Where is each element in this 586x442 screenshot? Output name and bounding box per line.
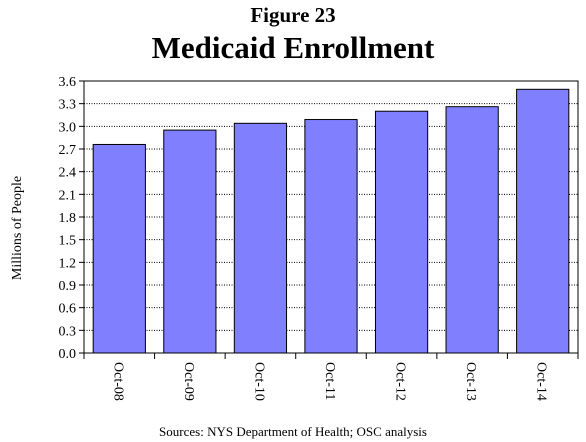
source-note: Sources: NYS Department of Health; OSC a… [159, 424, 427, 439]
y-tick-labels: 0.0 0.3 0.6 0.9 1.2 1.5 1.8 2.1 2.4 2.7 3.0 3.3 3.6 [59, 75, 77, 362]
x-tick-label: Oct-08 [110, 362, 125, 401]
x-tick-label: Oct-14 [534, 362, 549, 401]
y-tick-label: 1.8 [59, 211, 77, 226]
y-tick-label: 2.4 [59, 166, 77, 181]
bars [92, 88, 570, 354]
bar [163, 129, 217, 354]
x-tick-labels: Oct-08 Oct-09 Oct-10 Oct-11 Oct-12 Oct-13 Oct-… [110, 362, 548, 401]
y-tick-label: 3.6 [59, 75, 77, 90]
bar [304, 119, 358, 354]
y-tick-label: 0.0 [59, 347, 77, 362]
axes [79, 80, 579, 359]
y-tick-label: 1.5 [59, 234, 77, 249]
y-tick-label: 0.6 [59, 302, 77, 317]
y-tick-label: 0.3 [59, 324, 77, 339]
x-tick-label: Oct-12 [393, 362, 408, 401]
bar [233, 122, 288, 354]
y-tick-label: 3.3 [59, 98, 77, 113]
y-tick-label: 1.2 [59, 256, 77, 271]
plot-frame [83, 80, 579, 354]
y-tick-label: 3.0 [59, 120, 77, 135]
y-tick-label: 0.9 [59, 279, 77, 294]
y-tick-label: 2.1 [59, 188, 77, 203]
y-axis-label: Millions of People [10, 176, 25, 280]
x-tick-label: Oct-10 [251, 362, 266, 401]
bar [374, 110, 429, 354]
x-tick-label: Oct-09 [181, 362, 196, 401]
figure-label: Figure 23 [250, 3, 336, 27]
bar [92, 143, 146, 354]
y-tick-label: 2.7 [59, 143, 77, 158]
bar [445, 106, 499, 354]
x-tick-label: Oct-11 [322, 362, 337, 400]
x-tick-label: Oct-13 [463, 362, 478, 401]
bar [516, 88, 570, 354]
chart-title: Medicaid Enrollment [151, 30, 435, 65]
